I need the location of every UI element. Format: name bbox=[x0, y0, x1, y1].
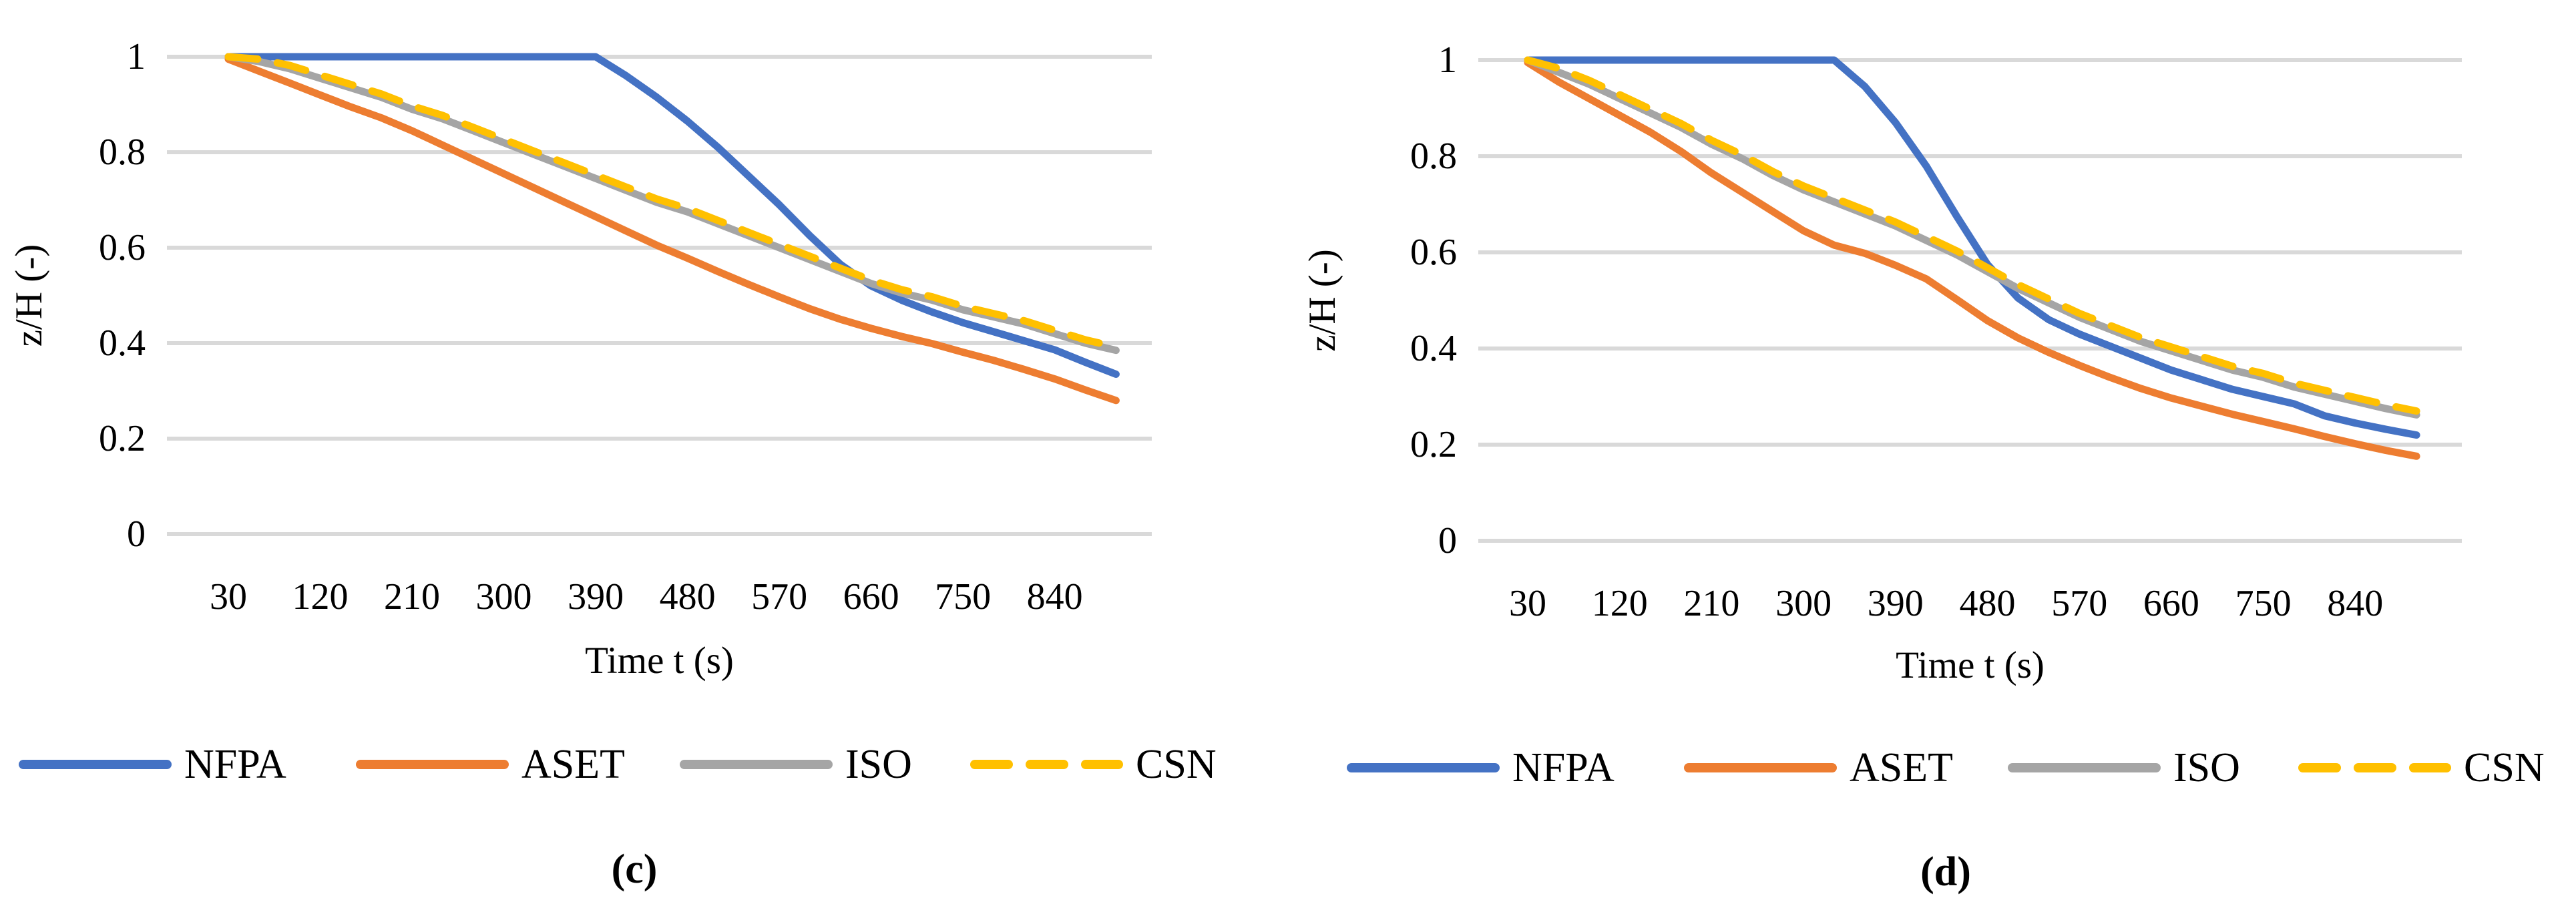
series-line-CSN bbox=[224, 53, 1120, 351]
x-tick-label: 660 bbox=[2143, 583, 2199, 624]
x-axis-title: Time t (s) bbox=[585, 640, 734, 682]
x-tick-label: 660 bbox=[843, 576, 899, 618]
y-tick-label: 0.8 bbox=[99, 132, 146, 173]
y-tick-label: 0.6 bbox=[99, 227, 146, 268]
legend-label-NFPA: NFPA bbox=[1512, 745, 1615, 790]
x-tick-label: 480 bbox=[660, 576, 716, 618]
legend-label-ISO: ISO bbox=[2173, 745, 2240, 790]
y-tick-label: 0.8 bbox=[1410, 136, 1457, 177]
x-tick-label: 570 bbox=[2051, 583, 2107, 624]
series-line-NFPA bbox=[224, 53, 1120, 378]
y-tick-label: 0 bbox=[127, 513, 146, 555]
chart-svg-c: 1 0.8 0.6 0.4 0.2 0 30 120 210 300 390 480 570 660 750… bbox=[8, 36, 1217, 892]
x-tick-label: 750 bbox=[935, 576, 991, 618]
series-line-ASET bbox=[224, 55, 1120, 405]
x-tick-label: 840 bbox=[2327, 583, 2383, 624]
x-tick-label: 750 bbox=[2235, 583, 2292, 624]
x-tick-label: 570 bbox=[751, 576, 807, 618]
y-tick-label: 1 bbox=[1438, 39, 1457, 81]
legend-label-ISO: ISO bbox=[845, 742, 912, 787]
x-tick-label: 210 bbox=[1683, 583, 1739, 624]
legend-label-ASET: ASET bbox=[521, 742, 625, 787]
panel-caption: (d) bbox=[1920, 849, 1971, 895]
legend-label-CSN: CSN bbox=[2464, 745, 2545, 790]
x-tick-label: 480 bbox=[1960, 583, 2016, 624]
x-axis-title: Time t (s) bbox=[1896, 644, 2045, 686]
y-axis-title: z/H (-) bbox=[8, 244, 50, 347]
series-line-NFPA bbox=[1524, 56, 2420, 439]
y-tick-label: 0.2 bbox=[99, 418, 146, 459]
x-tick-label: 210 bbox=[384, 576, 440, 618]
y-tick-label: 0.6 bbox=[1410, 232, 1457, 273]
x-tick-label: 390 bbox=[568, 576, 624, 618]
legend-label-ASET: ASET bbox=[1850, 745, 1953, 790]
y-tick-label: 0 bbox=[1438, 520, 1457, 561]
y-tick-label: 0.4 bbox=[1410, 328, 1457, 369]
y-axis-title: z/H (-) bbox=[1301, 249, 1343, 352]
x-tick-label: 30 bbox=[1509, 583, 1546, 624]
legend-label-CSN: CSN bbox=[1136, 742, 1217, 787]
panel-caption: (c) bbox=[612, 847, 658, 892]
legend-label-NFPA: NFPA bbox=[184, 742, 286, 787]
chart-svg-d: 1 0.8 0.6 0.4 0.2 0 30 120 210 300 390 480 570 660 750… bbox=[1301, 39, 2545, 895]
y-tick-label: 0.2 bbox=[1410, 424, 1457, 465]
x-tick-label: 120 bbox=[292, 576, 349, 618]
chart-panel-d: 1 0.8 0.6 0.4 0.2 0 30 120 210 300 390 480 570 660 750… bbox=[1288, 0, 2576, 912]
y-tick-label: 0.4 bbox=[99, 322, 146, 364]
x-tick-label: 840 bbox=[1027, 576, 1083, 618]
x-tick-label: 390 bbox=[1868, 583, 1924, 624]
series-line-CSN bbox=[1524, 56, 2420, 415]
chart-panel-c: 1 0.8 0.6 0.4 0.2 0 30 120 210 300 390 480 570 660 750… bbox=[8, 36, 1217, 892]
x-tick-label: 300 bbox=[476, 576, 532, 618]
y-tick-label: 1 bbox=[127, 36, 146, 77]
x-tick-label: 30 bbox=[210, 576, 247, 618]
x-tick-label: 300 bbox=[1775, 583, 1832, 624]
x-tick-label: 120 bbox=[1592, 583, 1648, 624]
series-line-ASET bbox=[1524, 59, 2420, 460]
